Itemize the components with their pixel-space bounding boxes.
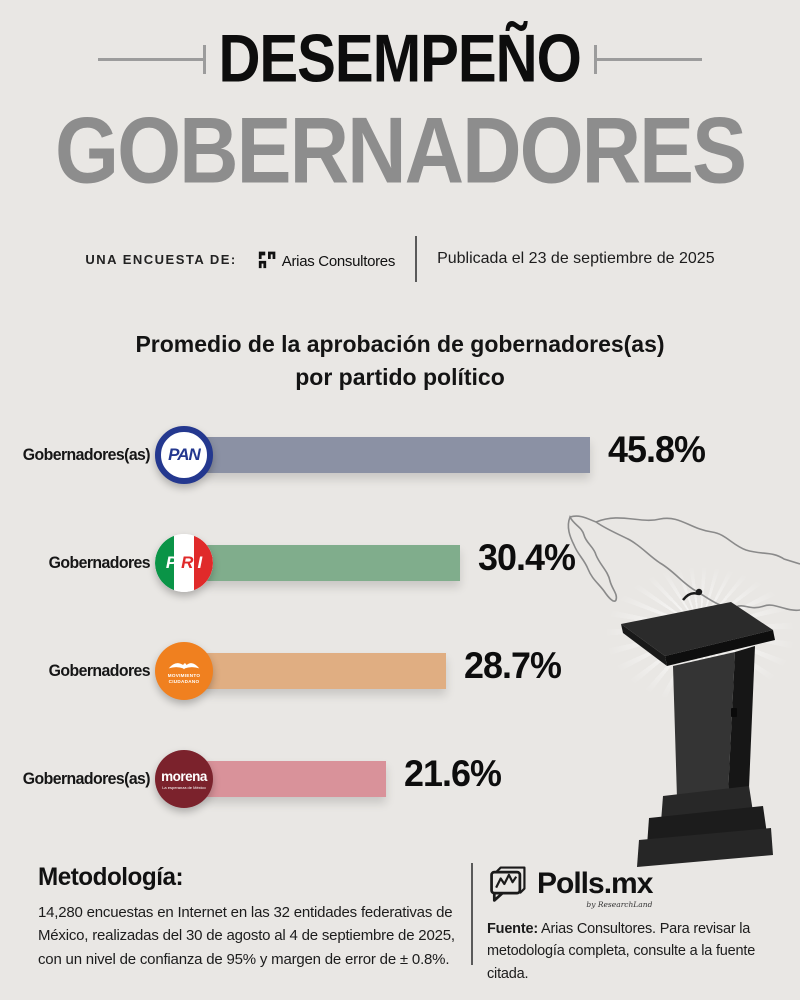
agency-logo: Arias Consultores: [257, 248, 395, 270]
survey-divider: [415, 236, 418, 282]
bar-pan: [205, 437, 590, 473]
brand-block: Polls.mx by ResearchLand Fuente: Arias C…: [487, 863, 787, 985]
bar-pri: [205, 545, 461, 581]
brand-row: Polls.mx by ResearchLand: [487, 863, 787, 909]
chart-title-line2: por partido político: [295, 364, 505, 391]
page-title-top: DESEMPEÑO: [218, 21, 582, 97]
bar-morena: [205, 761, 387, 797]
title-flank-left: [98, 44, 207, 74]
eagle-icon: [168, 662, 200, 669]
morena-logo-tagline: La esperanza de México: [162, 784, 206, 790]
bar-row-mc: Gobernadores MOVIMIENTO CIUDADANO 28.7%: [0, 639, 800, 703]
brand-wordmark: Polls.mx by ResearchLand: [537, 867, 653, 909]
bar-value-pan: 45.8%: [607, 429, 706, 470]
methodology-title: Metodología:: [38, 863, 184, 891]
footer: Metodología: 14,280 encuestas en Interne…: [0, 855, 800, 995]
pan-logo-text: PAN: [168, 445, 201, 464]
bar-row-label: Gobernadores(as): [22, 769, 151, 788]
morena-logo: morena La esperanza de México: [155, 750, 213, 808]
pri-logo-stripes: [155, 534, 213, 592]
title-row: DESEMPEÑO: [0, 21, 800, 97]
page-title-main: GOBERNADORES: [54, 97, 747, 203]
bar-value-morena: 21.6%: [404, 753, 502, 794]
brand-name: Polls.mx: [537, 867, 653, 900]
methodology-block: Metodología: 14,280 encuestas en Interne…: [38, 863, 463, 971]
bar-value-pri: 30.4%: [478, 537, 576, 578]
pan-logo: PAN: [155, 426, 213, 484]
header: DESEMPEÑO GOBERNADORES UNA ENCUESTA DE: …: [0, 0, 800, 395]
source-body: Arias Consultores. Para revisar la metod…: [487, 921, 756, 982]
movimiento-ciudadano-logo: MOVIMIENTO CIUDADANO: [155, 642, 213, 700]
bar-row-pan: Gobernadores(as) PAN 45.8%: [0, 423, 800, 487]
published-date: Publicada el 23 de septiembre de 2025: [437, 250, 715, 267]
bar-mc: [205, 653, 447, 689]
brand-subtitle: by ResearchLand: [586, 900, 653, 909]
survey-row: UNA ENCUESTA DE: Arias Consultores Publi…: [0, 236, 800, 282]
arias-consultores-icon: [258, 251, 276, 269]
source-text: Fuente: Arias Consultores. Para revisar …: [487, 918, 787, 985]
bar-row-label: Gobernadores: [48, 661, 151, 680]
title-flank-right: [593, 44, 702, 74]
morena-logo-text: morena: [161, 768, 207, 784]
bar-row-morena: Gobernadores(as) morena La esperanza de …: [0, 747, 800, 811]
mc-logo-text: MOVIMIENTO CIUDADANO: [167, 672, 201, 684]
methodology-text: 14,280 encuestas en Internet en las 32 e…: [38, 904, 455, 968]
footer-divider: [471, 863, 473, 965]
source-label: Fuente:: [487, 921, 538, 937]
survey-label: UNA ENCUESTA DE:: [85, 251, 237, 267]
chart-title-line1: Promedio de la aprobación de gobernadore…: [135, 331, 665, 357]
chart-title: Promedio de la aprobación de gobernadore…: [0, 328, 800, 395]
podium-graphic: [621, 588, 775, 867]
bar-row-label: Gobernadores: [48, 553, 151, 572]
pollsmx-chart-bubble-icon: [490, 866, 526, 902]
bar-row-label: Gobernadores(as): [22, 445, 151, 464]
bar-value-mc: 28.7%: [464, 645, 562, 686]
agency-name: Arias Consultores: [281, 253, 396, 270]
